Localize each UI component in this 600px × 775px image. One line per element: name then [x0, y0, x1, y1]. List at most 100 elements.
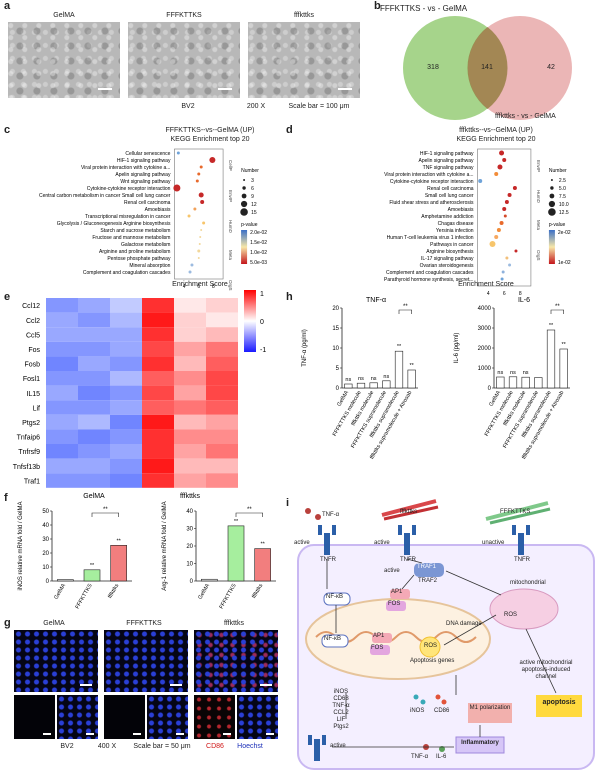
- bracket-stars: **: [247, 507, 252, 513]
- x-tick-label: fffkttks: [107, 583, 120, 600]
- peptide-fibers-l: [485, 501, 551, 525]
- heatmap-cell: [110, 312, 142, 328]
- kegg-term-label: Arginine and proline metabolism: [99, 249, 170, 255]
- heatmap-cell: [78, 385, 110, 401]
- kegg-dot: [508, 263, 512, 267]
- out-il6-dot: [439, 746, 445, 752]
- kegg-legend-dot: [550, 186, 554, 190]
- bar: [83, 569, 101, 582]
- bar: [344, 383, 353, 389]
- significance-bracket: [550, 309, 564, 314]
- heatmap-gene-label: Tnfaip6: [17, 435, 40, 442]
- significance-bracket: [398, 309, 412, 314]
- kegg-dot: [202, 221, 206, 225]
- cd86-dot: [435, 694, 441, 700]
- y-tick-label: 0: [190, 579, 194, 585]
- heatmap-cell: [46, 414, 78, 430]
- bar-significance: **: [562, 342, 567, 348]
- y-tick-label: 50: [42, 509, 49, 515]
- scale-bar: [176, 733, 184, 735]
- schematic-mito-channel: active mitochondrial apoptosis-induced c…: [519, 660, 573, 680]
- caption-magnification: 200 X: [246, 103, 266, 110]
- kegg-tick-label: 8: [212, 284, 215, 290]
- heatmap-cell: [46, 298, 78, 313]
- scale-bar: [133, 733, 141, 735]
- heatmap-cell: [46, 312, 78, 328]
- schematic-tnfr-right: TNFR: [514, 557, 530, 563]
- fos-node: [386, 601, 406, 611]
- x-tick-label: GelMA: [197, 583, 211, 601]
- gene-ccl2: CCL2: [333, 710, 349, 716]
- fluor-hoechst-fffkttks-d: [237, 695, 278, 739]
- kegg-term-label: Pentose phosphate pathway: [107, 256, 171, 262]
- heatmap-cell: [142, 327, 174, 342]
- kegg-dot: [505, 256, 509, 260]
- kegg-term-label: HIF-1 signaling pathway: [117, 158, 171, 164]
- heatmap-colorbar: [244, 290, 256, 352]
- heatmap-cell: [142, 312, 174, 328]
- heatmap-cell: [78, 458, 110, 474]
- scale-bar: [266, 733, 274, 735]
- kegg-group-label: HumD: [536, 190, 541, 204]
- kegg-term-label: Starch and sucrose metabolism: [100, 228, 170, 234]
- bar-significance: ns: [523, 370, 529, 376]
- receptor-left: [318, 525, 336, 555]
- heatmap-cell: [206, 371, 238, 386]
- kegg-dot: [195, 179, 199, 183]
- fluor-merge-fffkttks-d: [194, 630, 278, 692]
- heatmap-cell: [78, 371, 110, 386]
- heatmap-cell: [142, 400, 174, 415]
- kegg-legend-dot: [240, 208, 248, 216]
- y-axis-label: IL-6 (pg/ml): [454, 333, 460, 364]
- kegg-dot: [199, 165, 203, 169]
- heatmap-gene-label: Ccl12: [22, 303, 40, 310]
- fluor-cd86-gelma: [14, 695, 55, 739]
- kegg-term-label: Arginine biosynthesis: [426, 249, 474, 255]
- bracket-stars: **: [103, 507, 108, 513]
- kegg-c-xlabel: Enrichment Score: [172, 281, 228, 288]
- kegg-dot: [198, 192, 204, 198]
- ap1-node: [390, 589, 410, 599]
- heatmap-scale-label: 1: [260, 291, 264, 298]
- bar: [521, 376, 530, 389]
- kegg-term-label: Central carbon metabolism in cancer Smal…: [39, 193, 171, 199]
- schematic-active-traf: active: [384, 568, 400, 574]
- fluor-merge-gelma: [14, 630, 98, 692]
- y-axis-label: Arg-1 relative mRNA fold / GelMA: [162, 501, 168, 590]
- heatmap-cell: [46, 458, 78, 474]
- kegg-group-label: OrgS: [536, 250, 541, 261]
- kegg-group-label: CellP: [228, 160, 233, 171]
- bar: [227, 525, 245, 582]
- kegg-term-label: Transcriptional misregulation in cancer: [85, 214, 171, 220]
- kegg-dot: [502, 158, 507, 162]
- kegg-legend-number-title: Number: [549, 168, 567, 174]
- kegg-dot: [173, 184, 181, 192]
- kegg-tick-label: 8: [519, 291, 522, 296]
- kegg-tick-label: 6: [503, 291, 506, 296]
- kegg-group-label: EnvIP: [228, 190, 233, 202]
- schematic-out-il6: IL-6: [436, 754, 447, 760]
- bar: [407, 369, 416, 389]
- image-title-fffkttks-d: fffkttks: [294, 12, 314, 19]
- heatmap-cell: [110, 414, 142, 430]
- bar: [356, 382, 366, 389]
- bar-significance: ns: [358, 376, 364, 382]
- receptor-right: [512, 525, 530, 555]
- kegg-dot: [200, 200, 205, 204]
- heatmap-gene-label: Fosb: [24, 362, 40, 369]
- heatmap-cell: [78, 356, 110, 371]
- kegg-dot: [198, 243, 201, 245]
- schematic-ap1-nuclear: AP1: [373, 633, 385, 639]
- gene-inos: iNOS: [333, 689, 349, 695]
- heatmap-cell: [110, 400, 142, 415]
- schematic-active-left: active: [294, 540, 310, 546]
- kegg-term-label: HIF-1 signaling pathway: [420, 151, 474, 157]
- kegg-term-label: Galactose metabolism: [121, 242, 170, 248]
- heatmap-cell: [78, 312, 110, 328]
- kegg-c-title2: KEGG Enrichment top 20: [170, 136, 250, 143]
- kegg-dot: [489, 241, 496, 247]
- kegg-dot: [503, 214, 507, 218]
- heatmap-cell: [78, 429, 110, 444]
- venn-right-only: 42: [547, 64, 555, 71]
